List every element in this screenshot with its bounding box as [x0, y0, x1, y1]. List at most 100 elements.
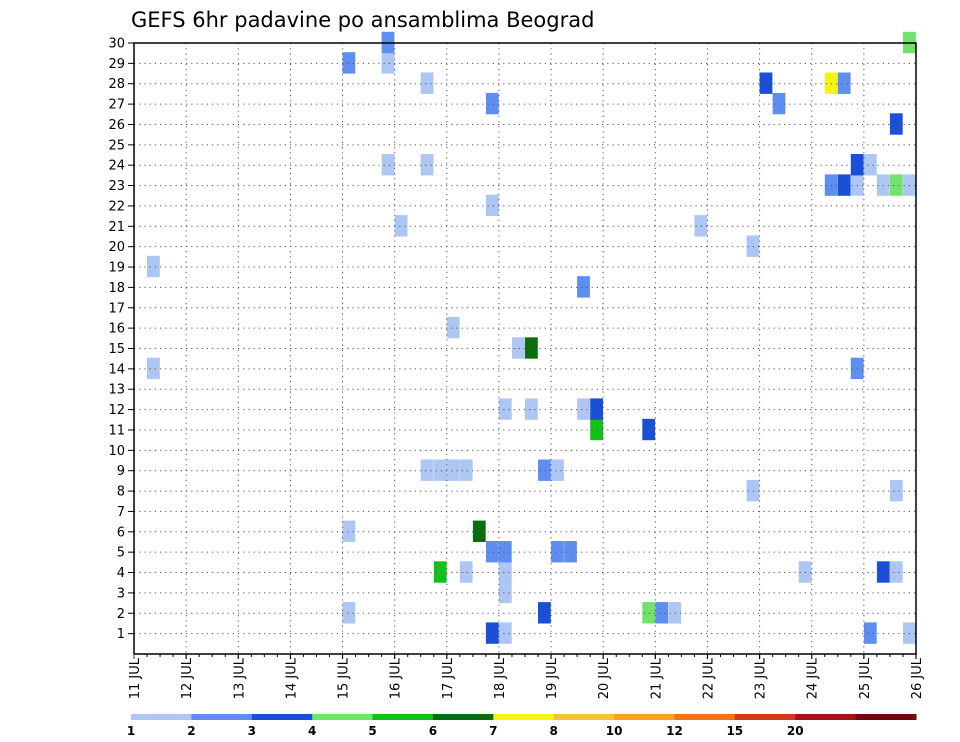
- y-tick-label: 18: [108, 281, 125, 296]
- heat-cell: [551, 541, 564, 563]
- y-tick-label: 10: [108, 444, 125, 459]
- heat-cell: [420, 154, 434, 176]
- y-tick-label: 27: [108, 98, 125, 113]
- colorbar-segment: [312, 714, 374, 720]
- colorbar-label: 6: [429, 724, 437, 738]
- colorbar-label: 2: [187, 724, 195, 738]
- heat-cell: [147, 255, 160, 278]
- colorbar-segment: [553, 714, 615, 720]
- heat-cell: [564, 541, 577, 563]
- heat-cell: [472, 520, 486, 542]
- x-tick-label: 17 JUL: [441, 657, 456, 699]
- colorbar-segment: [855, 714, 917, 720]
- y-tick-label: 11: [108, 423, 125, 438]
- colorbar-segment: [432, 714, 494, 720]
- heat-cell: [551, 459, 564, 481]
- colorbar-label: 8: [550, 724, 558, 738]
- y-tick-label: 6: [117, 525, 125, 540]
- y-tick-label: 19: [108, 261, 125, 276]
- heat-cell: [863, 622, 877, 644]
- y-tick-label: 9: [117, 464, 125, 479]
- heat-cell: [577, 276, 590, 298]
- y-tick-label: 26: [108, 118, 125, 133]
- x-tick-label: 13 JUL: [232, 657, 247, 699]
- heat-cell: [381, 52, 395, 74]
- x-tick-label: 23 JUL: [754, 657, 769, 699]
- heat-cell: [342, 520, 356, 542]
- heat-cell: [420, 72, 434, 94]
- colorbar-label: 15: [726, 724, 743, 738]
- y-tick-label: 24: [108, 159, 125, 174]
- x-tick-label: 22 JUL: [702, 657, 717, 699]
- heat-cell: [889, 113, 903, 135]
- y-tick-label: 30: [108, 37, 125, 52]
- heat-cell: [889, 479, 903, 502]
- heat-cell: [342, 52, 356, 74]
- heat-cell: [485, 92, 499, 115]
- colorbar-segment: [614, 714, 675, 720]
- colorbar-segment: [251, 714, 313, 720]
- heat-cell: [798, 561, 812, 583]
- heat-cell: [876, 561, 890, 583]
- colorbar-segment: [493, 714, 555, 720]
- y-tick-label: 13: [108, 383, 125, 398]
- heat-cell: [394, 215, 408, 237]
- colorbar-segment: [191, 714, 253, 720]
- x-tick-label: 18 JUL: [493, 657, 508, 699]
- heat-cell: [903, 622, 916, 644]
- y-tick-label: 29: [108, 57, 125, 72]
- chart-title: GEFS 6hr padavine po ansamblima Beograd: [131, 8, 594, 32]
- heat-cell: [446, 459, 460, 481]
- colorbar-label: 12: [666, 724, 683, 738]
- x-tick-label: 11 JUL: [128, 657, 143, 699]
- y-tick-label: 3: [117, 586, 125, 601]
- y-tick-label: 21: [108, 220, 125, 235]
- colorbar-label: 3: [248, 724, 256, 738]
- x-tick-label: 24 JUL: [806, 657, 821, 699]
- heat-cell: [655, 602, 669, 624]
- heat-cell: [420, 459, 434, 481]
- y-tick-label: 7: [117, 505, 125, 520]
- y-tick-label: 14: [108, 362, 125, 377]
- colorbar: 1 2 3 4 5 6 7 8 10 12 15 20: [127, 714, 917, 738]
- heat-cell: [824, 72, 838, 94]
- y-tick-label: 16: [108, 322, 125, 337]
- x-tick-label: 25 JUL: [858, 657, 873, 699]
- colorbar-segment: [372, 714, 434, 720]
- colorbar-label: 1: [127, 724, 135, 738]
- heat-cell: [498, 398, 512, 420]
- y-tick-label: 4: [117, 566, 125, 581]
- heat-cell: [381, 154, 395, 176]
- heat-cell: [642, 418, 656, 441]
- heat-cell: [485, 194, 499, 217]
- y-tick-label: 8: [117, 485, 125, 500]
- heat-cell: [147, 357, 160, 380]
- grid-layer: [134, 42, 916, 654]
- heat-cell: [642, 602, 656, 624]
- heat-cell: [538, 602, 551, 624]
- y-tick-label: 17: [108, 301, 125, 316]
- heat-cell: [889, 561, 903, 583]
- y-tick-label: 20: [108, 240, 125, 255]
- heat-cell: [485, 541, 499, 563]
- colorbar-label: 4: [308, 724, 316, 738]
- heat-cell: [577, 398, 590, 420]
- heat-cell: [538, 459, 551, 481]
- y-tick-label: 2: [117, 607, 125, 622]
- x-tick-label: 12 JUL: [180, 657, 195, 699]
- heat-cell: [498, 622, 512, 644]
- heat-cell: [759, 72, 773, 94]
- heat-cell: [433, 561, 447, 583]
- heat-cell: [485, 622, 499, 644]
- heat-cell: [837, 72, 851, 94]
- colorbar-label: 5: [368, 724, 376, 738]
- heat-cell: [433, 459, 447, 481]
- y-axis: 1234567891011121314151617181920212223242…: [108, 37, 134, 642]
- y-tick-label: 25: [108, 138, 125, 153]
- y-tick-label: 23: [108, 179, 125, 194]
- colorbar-segment: [131, 714, 192, 720]
- x-axis: 11 JUL 12 JUL 13 JUL 14 JUL 15 JUL 16 JUL 17 J…: [128, 654, 925, 699]
- heat-cell: [525, 398, 538, 420]
- y-tick-label: 12: [108, 403, 125, 418]
